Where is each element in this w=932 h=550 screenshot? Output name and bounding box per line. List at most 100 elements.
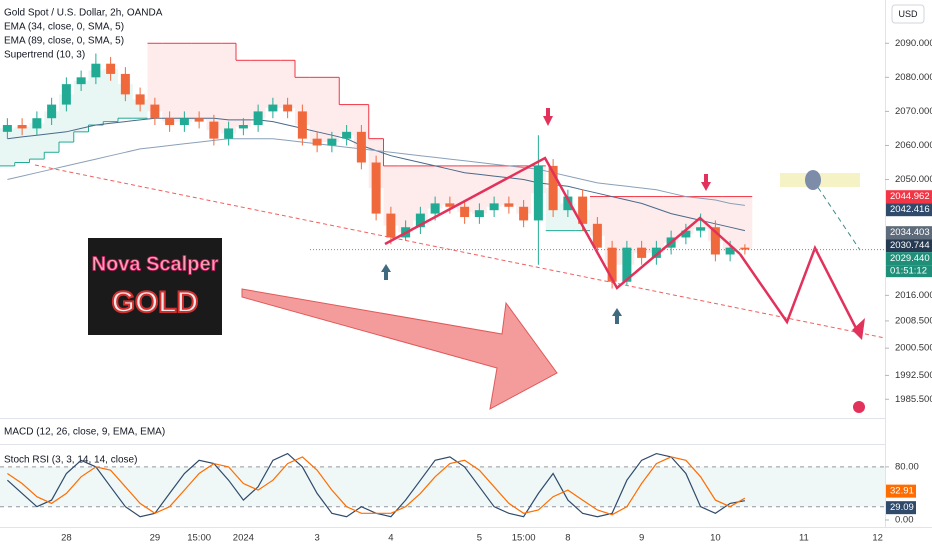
x-tick-label: 10	[710, 533, 721, 544]
candle-body	[622, 247, 632, 282]
currency-button[interactable]	[891, 4, 925, 24]
price-tag-label: 2042.416	[890, 204, 930, 215]
price-tag-label: 2030.744	[890, 240, 930, 251]
y-tick-label: 2090.000	[895, 38, 932, 49]
up-arrow	[612, 308, 622, 324]
candle-body	[91, 63, 101, 78]
candle-body	[415, 213, 425, 228]
x-tick-label: 29	[150, 533, 161, 544]
y-tick-label: 1992.500	[895, 370, 932, 381]
supertrend-fill	[44, 111, 59, 153]
candle-body	[209, 121, 219, 139]
symbol-title: Gold Spot / U.S. Dollar, 2h, OANDA	[4, 8, 163, 19]
supertrend-fill	[73, 80, 89, 132]
value-tag	[886, 484, 916, 498]
supertrend-fill	[162, 43, 177, 122]
candle-body	[696, 227, 706, 231]
candle-body	[17, 125, 27, 129]
countdown-tag	[886, 265, 932, 278]
price-tag-label: 2029.440	[890, 253, 930, 264]
price-tag	[886, 252, 932, 266]
y-tick-label: 2016.000	[895, 290, 932, 301]
x-tick-label: 15:00	[512, 533, 536, 544]
candle-body	[519, 206, 529, 221]
candle-body	[710, 227, 720, 255]
big-arrow	[241, 288, 558, 410]
candle-body	[253, 111, 263, 126]
candle-body	[386, 213, 396, 238]
supertrend-fill	[280, 60, 295, 108]
price-tag	[886, 239, 932, 253]
price-tag	[886, 203, 932, 217]
candle-body	[504, 203, 514, 207]
supertrend-fill	[265, 60, 281, 108]
candle-body	[165, 118, 175, 126]
flag-icon[interactable]	[853, 401, 865, 413]
candle-body	[533, 165, 543, 221]
logo-line2: GOLD	[112, 286, 199, 319]
candle-body	[578, 196, 588, 224]
stoch-title: Stoch RSI (3, 3, 14, 14, close)	[4, 455, 137, 466]
supertrend-fill	[14, 126, 30, 163]
candle-body	[548, 165, 558, 211]
supertrend-fill	[324, 77, 340, 143]
x-tick-label: 9	[639, 533, 644, 544]
countdown: 01:51:12	[890, 266, 927, 277]
candle-body	[76, 77, 86, 85]
supertrend-fill	[147, 43, 163, 112]
candle-body	[47, 104, 57, 119]
supertrend-fill	[221, 43, 236, 134]
projection	[738, 244, 862, 337]
candle-body	[312, 138, 322, 146]
logo-line1: Nova Scalper	[92, 253, 219, 275]
candle-body	[430, 203, 440, 214]
supertrend-fill	[236, 60, 251, 127]
candle-body	[194, 118, 204, 122]
supertrend-fill	[398, 165, 413, 233]
candle-body	[445, 203, 455, 207]
candle-body	[371, 162, 381, 214]
supertrend-fill	[309, 77, 325, 143]
candle-body	[725, 247, 735, 255]
y-tick-label: 2060.000	[895, 140, 932, 151]
projection-head	[852, 318, 865, 340]
candle-body	[61, 84, 71, 105]
trend-line	[34, 164, 886, 339]
y-tick-label: 80.00	[895, 461, 919, 472]
macd-title: MACD (12, 26, close, 9, EMA, EMA)	[4, 427, 165, 438]
supertrend-fill	[383, 165, 399, 226]
candle-body	[238, 125, 248, 129]
supertrend-fill	[472, 165, 487, 214]
supertrend-fill	[737, 196, 753, 249]
candle-body	[224, 128, 234, 139]
candle-body	[135, 94, 145, 105]
candle-body	[460, 206, 470, 218]
value-tag	[886, 501, 916, 515]
y-tick-label: 2050.000	[895, 174, 932, 185]
candle-body	[356, 131, 366, 163]
supertrend-fill	[29, 123, 45, 160]
x-tick-label: 12	[872, 533, 883, 544]
candle-body	[179, 118, 189, 126]
supertrend-fill	[634, 196, 649, 253]
candle-body	[637, 247, 647, 258]
supertrend-fill	[516, 165, 531, 214]
x-tick-label: 2024	[233, 533, 254, 544]
y-tick-label: 1985.500	[895, 394, 932, 405]
supertrend-fill	[88, 70, 104, 126]
supertrend-fill	[103, 68, 118, 122]
currency[interactable]: USD	[898, 9, 918, 19]
candle-body	[150, 104, 160, 119]
target-marker	[805, 170, 821, 190]
candle-body	[342, 131, 352, 139]
value-tag-label: 29.09	[890, 502, 914, 513]
supertrend-fill	[649, 196, 664, 253]
x-tick-label: 11	[799, 533, 809, 544]
legend-entry: EMA (34, close, 0, SMA, 5)	[4, 22, 124, 33]
candle-body	[651, 247, 661, 258]
supertrend-fill	[206, 43, 222, 131]
candle-body	[120, 73, 130, 95]
candle-body	[489, 203, 499, 211]
y-tick-label: 2080.000	[895, 72, 932, 83]
stoch-line	[7, 456, 746, 516]
